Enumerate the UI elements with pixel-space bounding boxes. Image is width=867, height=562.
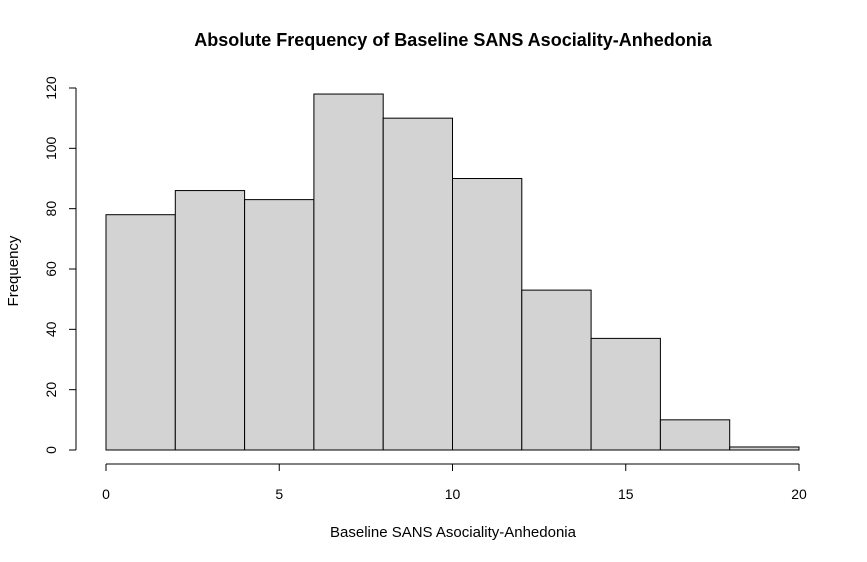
x-tick-label: 5 — [275, 486, 283, 502]
histogram-bar-7 — [590, 337, 661, 451]
histogram-bar-4 — [382, 117, 454, 451]
x-tick-label: 0 — [102, 486, 110, 502]
bars-group — [105, 93, 800, 451]
chart-title: Absolute Frequency of Baseline SANS Asoc… — [194, 30, 712, 50]
x-axis: 0 5 10 15 20 — [102, 463, 807, 502]
y-tick-label: 0 — [43, 446, 59, 454]
y-tick-label: 80 — [43, 201, 59, 217]
y-tick-label: 60 — [43, 261, 59, 277]
x-axis-label: Baseline SANS Asociality-Anhedonia — [330, 524, 577, 541]
y-tick-label: 40 — [43, 321, 59, 337]
y-tick-label: 20 — [43, 382, 59, 398]
histogram-bar-6 — [521, 289, 592, 451]
histogram-bar-8 — [659, 419, 731, 451]
histogram-bar-3 — [313, 93, 384, 451]
y-axis: 0 20 40 60 80 100 120 — [43, 76, 77, 454]
y-tick-label: 100 — [43, 136, 59, 160]
histogram-bar-2 — [244, 199, 315, 451]
x-tick-label: 15 — [618, 486, 634, 502]
x-tick-label: 10 — [445, 486, 461, 502]
y-tick-label: 120 — [43, 76, 59, 100]
histogram-bar-0 — [105, 214, 176, 451]
histogram-bar-5 — [452, 178, 523, 451]
x-tick-label: 20 — [791, 486, 807, 502]
histogram-bar-1 — [174, 190, 246, 451]
y-axis-label: Frequency — [5, 235, 22, 306]
histogram-bar-9 — [729, 446, 800, 451]
